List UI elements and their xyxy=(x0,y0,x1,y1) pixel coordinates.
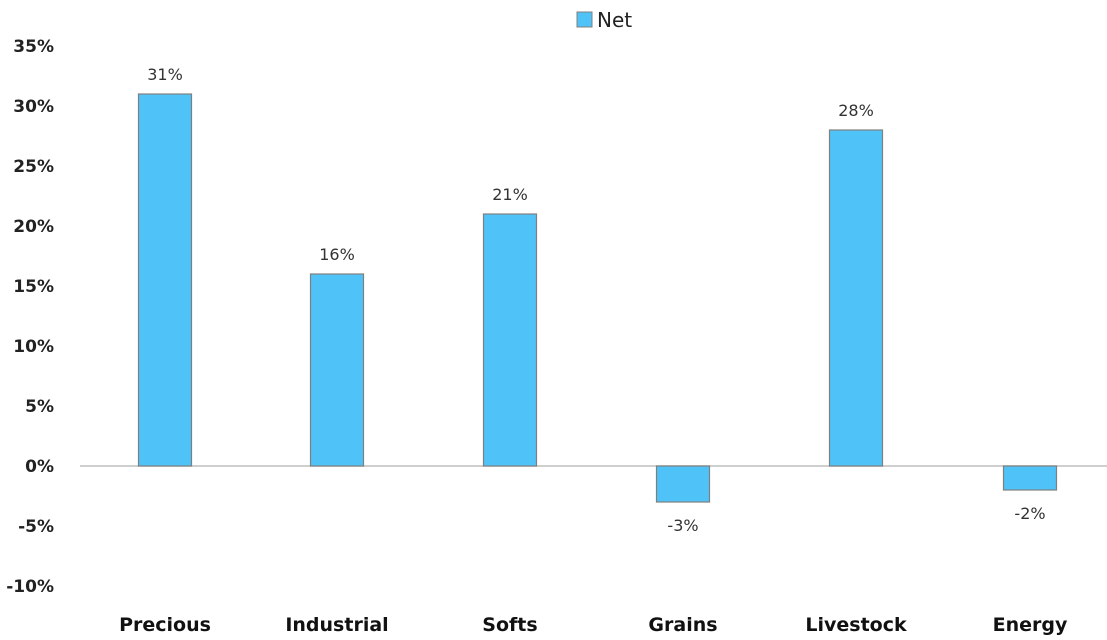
data-label: -3% xyxy=(667,516,698,535)
y-tick-label: 5% xyxy=(25,397,54,417)
bar-precious xyxy=(137,93,193,467)
y-tick-label: 25% xyxy=(13,157,54,177)
category-label: Livestock xyxy=(805,614,907,636)
data-label: 31% xyxy=(147,65,183,84)
category-label: Softs xyxy=(482,614,537,636)
category-label: Industrial xyxy=(285,614,388,636)
legend-swatch xyxy=(576,11,593,28)
data-labels: 31% 16% 21% -3% 28% -2% xyxy=(147,65,1045,535)
y-tick-label: 35% xyxy=(13,37,54,57)
y-tick-label: 30% xyxy=(13,97,54,117)
legend-label: Net xyxy=(597,8,632,32)
data-label: 16% xyxy=(319,245,355,264)
bars xyxy=(137,93,1058,503)
bar-livestock xyxy=(828,129,884,467)
legend: Net xyxy=(576,8,632,32)
y-axis: 35% 30% 25% 20% 15% 10% 5% 0% -5% -10% xyxy=(6,37,54,597)
y-tick-label: 20% xyxy=(13,217,54,237)
y-tick-label: -10% xyxy=(6,577,54,597)
y-tick-label: 10% xyxy=(13,337,54,357)
bar-softs xyxy=(482,213,538,467)
data-label: 21% xyxy=(492,185,528,204)
bar-energy xyxy=(1002,465,1058,491)
data-label: 28% xyxy=(838,101,874,120)
y-tick-label: 15% xyxy=(13,277,54,297)
x-axis: Precious Industrial Softs Grains Livestock En… xyxy=(119,614,1068,636)
y-tick-label: -5% xyxy=(18,517,54,537)
category-label: Precious xyxy=(119,614,211,636)
category-label: Grains xyxy=(648,614,717,636)
bar-grains xyxy=(655,465,711,503)
category-label: Energy xyxy=(993,614,1068,636)
data-label: -2% xyxy=(1014,504,1045,523)
bar-industrial xyxy=(309,273,365,467)
y-tick-label: 0% xyxy=(25,457,54,477)
